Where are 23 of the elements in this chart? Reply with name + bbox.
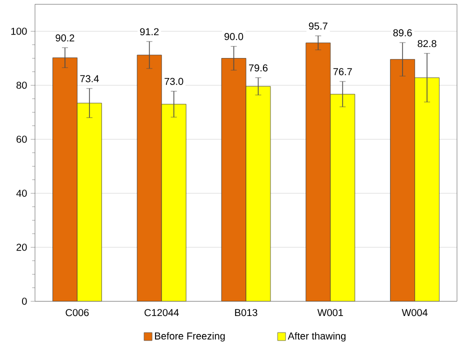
data-label: 95.7 <box>308 22 328 30</box>
data-label: 90.2 <box>56 34 74 42</box>
x-tick-label: C12044 <box>144 308 179 316</box>
data-label: 79.6 <box>249 64 268 72</box>
data-label: 73.4 <box>80 75 99 82</box>
y-tick-label: 80 <box>16 82 27 89</box>
x-tick-label: C006 <box>66 308 89 316</box>
data-label: 82.8 <box>418 40 436 48</box>
x-tick-label: W004 <box>402 308 428 316</box>
x-tick-label: W001 <box>317 308 343 316</box>
data-label: 90.0 <box>224 32 244 40</box>
data-label: 76.7 <box>333 68 352 76</box>
y-tick-label: 60 <box>16 136 27 143</box>
data-label: 91.2 <box>140 28 159 36</box>
legend-label: Before Freezing <box>155 332 225 342</box>
y-tick-label: 100 <box>11 28 27 35</box>
data-label: 89.6 <box>393 29 412 36</box>
data-label: 73.0 <box>164 78 184 85</box>
legend-label: After thawing <box>288 332 346 342</box>
y-tick-label: 40 <box>16 190 27 197</box>
y-tick-label: 20 <box>16 244 27 251</box>
x-tick-label: B013 <box>235 308 258 316</box>
y-tick-label: 0 <box>22 298 27 305</box>
